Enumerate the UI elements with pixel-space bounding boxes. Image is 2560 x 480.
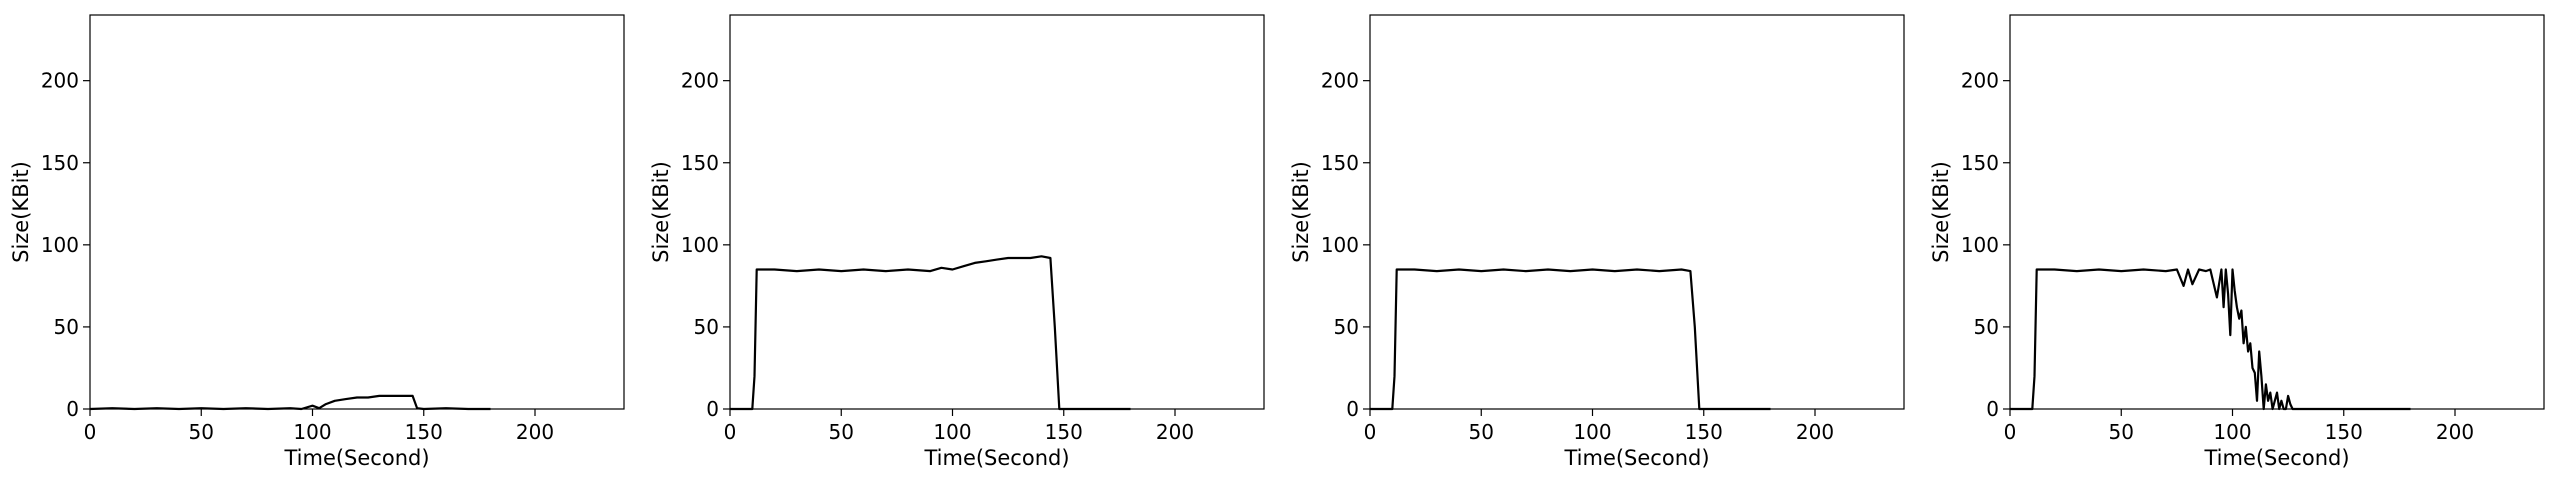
- chart-panel-4: 0 50 100 150 200 0 50 100 150 200 Time(Second) Size…: [1929, 14, 2545, 470]
- y-tick-label: 50: [1334, 315, 1359, 339]
- x-axis-label: Time(Second): [923, 446, 1069, 470]
- y-axis-label: Size(KBit): [9, 161, 33, 263]
- y-tick-label: 200: [41, 69, 79, 93]
- x-tick-label: 0: [1364, 420, 1377, 444]
- chart-panel-2: 0 50 100 150 200 0 50 100 150 200 Time(Second) Size…: [649, 14, 1265, 470]
- x-tick-label: 100: [1573, 420, 1611, 444]
- x-axis-label: Time(Second): [283, 446, 429, 470]
- y-tick-label: 100: [41, 233, 79, 257]
- plot-frame: [1369, 14, 1905, 410]
- y-tick-label: 200: [1961, 69, 1999, 93]
- x-tick-label: 50: [2109, 420, 2134, 444]
- series-line-1-1: [89, 394, 491, 411]
- x-tick-label: 150: [2325, 420, 2363, 444]
- y-tick-label: 50: [54, 315, 79, 339]
- x-axis-label: Time(Second): [1563, 446, 1709, 470]
- x-tick-label: 0: [2004, 420, 2017, 444]
- y-tick-label: 0: [706, 397, 719, 421]
- y-axis-label: Size(KBit): [649, 161, 673, 263]
- x-tick-label: 0: [84, 420, 97, 444]
- y-tick-label: 50: [1974, 315, 1999, 339]
- y-tick-label: 0: [66, 397, 79, 421]
- x-tick-label: 50: [189, 420, 214, 444]
- x-tick-label: 50: [829, 420, 854, 444]
- x-tick-label: 100: [2213, 420, 2251, 444]
- chart-panel-3: 0 50 100 150 200 0 50 100 150 200 Time(Second) Size…: [1289, 14, 1905, 470]
- y-tick-label: 150: [681, 151, 719, 175]
- y-tick-label: 100: [681, 233, 719, 257]
- x-tick-label: 200: [1156, 420, 1194, 444]
- x-tick-label: 150: [1045, 420, 1083, 444]
- y-tick-label: 0: [1346, 397, 1359, 421]
- y-tick-label: 100: [1961, 233, 1999, 257]
- y-tick-label: 50: [694, 315, 719, 339]
- series-line-2-1: [730, 255, 1131, 411]
- series-line-4-1: [2010, 268, 2411, 411]
- x-tick-label: 50: [1469, 420, 1494, 444]
- x-axis-label: Time(Second): [2203, 446, 2349, 470]
- y-tick-label: 0: [1986, 397, 1999, 421]
- y-tick-label: 150: [1321, 151, 1359, 175]
- x-tick-label: 200: [1796, 420, 1834, 444]
- series-line-3-1: [1370, 268, 1771, 411]
- x-tick-label: 200: [2436, 420, 2474, 444]
- y-tick-label: 100: [1321, 233, 1359, 257]
- plot-frame: [89, 14, 625, 410]
- x-tick-label: 100: [933, 420, 971, 444]
- plot-frame: [729, 14, 1265, 410]
- x-tick-label: 150: [1685, 420, 1723, 444]
- x-tick-label: 200: [516, 420, 554, 444]
- chart-panel-1: 0 50 100 150 200 0 50 100 150 200 Time(Second) Size…: [9, 14, 625, 470]
- y-axis-label: Size(KBit): [1929, 161, 1953, 263]
- y-axis-label: Size(KBit): [1289, 161, 1313, 263]
- y-tick-label: 150: [1961, 151, 1999, 175]
- y-tick-label: 200: [681, 69, 719, 93]
- y-tick-label: 200: [1321, 69, 1359, 93]
- y-tick-label: 150: [41, 151, 79, 175]
- x-tick-label: 0: [724, 420, 737, 444]
- plot-frame: [2009, 14, 2545, 410]
- x-tick-label: 150: [405, 420, 443, 444]
- x-tick-label: 100: [293, 420, 331, 444]
